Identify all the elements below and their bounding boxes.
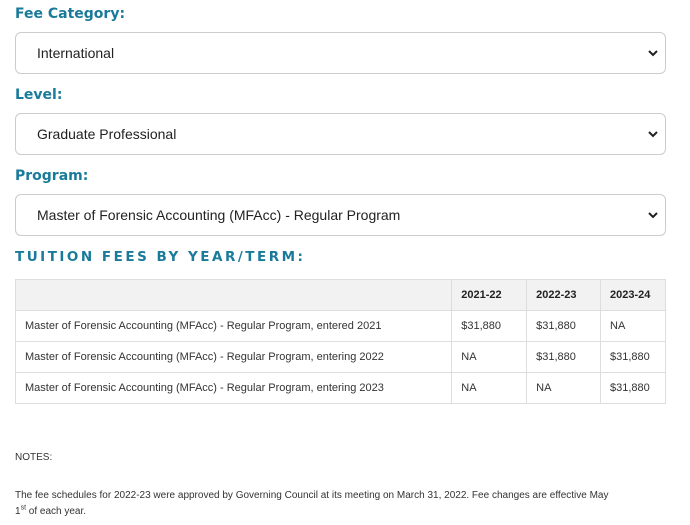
header-2023-24: 2023-24 <box>600 279 666 311</box>
header-program <box>14 279 453 311</box>
notes-heading: NOTES: <box>15 452 53 463</box>
level-value: Graduate Professional <box>37 126 177 142</box>
table-row: Master of Forensic Accounting (MFAcc) - … <box>14 310 666 342</box>
notes-text: The fee schedules for 2022-23 were appro… <box>15 488 655 520</box>
row-fee: NA <box>526 372 602 404</box>
tuition-fees-title: TUITION FEES BY YEAR/TERM: <box>15 249 306 265</box>
row-program: Master of Forensic Accounting (MFAcc) - … <box>14 310 453 342</box>
row-program: Master of Forensic Accounting (MFAcc) - … <box>14 341 453 373</box>
row-fee: $31,880 <box>451 310 528 342</box>
row-program: Master of Forensic Accounting (MFAcc) - … <box>14 372 453 404</box>
program-select[interactable]: Master of Forensic Accounting (MFAcc) - … <box>15 194 666 236</box>
program-value: Master of Forensic Accounting (MFAcc) - … <box>37 207 401 223</box>
header-2022-23: 2022-23 <box>526 279 602 311</box>
table-row: Master of Forensic Accounting (MFAcc) - … <box>14 341 666 373</box>
notes-text-main: The fee schedules for 2022-23 were appro… <box>15 490 609 501</box>
chevron-down-icon <box>648 50 658 57</box>
row-fee: NA <box>600 310 666 342</box>
row-fee: NA <box>451 372 528 404</box>
row-fee: $31,880 <box>600 372 666 404</box>
notes-text-end: of each year. <box>26 506 87 517</box>
program-label: Program: <box>15 168 89 184</box>
fee-form: Fee Category: International Level: Gradu… <box>14 0 666 404</box>
notes-text-day: 1 <box>15 506 21 517</box>
level-select[interactable]: Graduate Professional <box>15 113 666 155</box>
level-label: Level: <box>15 87 63 103</box>
fee-category-value: International <box>37 45 115 61</box>
header-2021-22: 2021-22 <box>451 279 528 311</box>
table-row: Master of Forensic Accounting (MFAcc) - … <box>14 372 666 404</box>
notes-text-sup: st <box>20 504 27 512</box>
row-fee: $31,880 <box>526 341 602 373</box>
chevron-down-icon <box>648 212 658 219</box>
table-header-row: 2021-22 2022-23 2023-24 <box>14 279 666 311</box>
row-fee: NA <box>451 341 528 373</box>
row-fee: $31,880 <box>526 310 602 342</box>
chevron-down-icon <box>648 131 658 138</box>
row-fee: $31,880 <box>600 341 666 373</box>
fee-category-select[interactable]: International <box>15 32 666 74</box>
tuition-fees-table: 2021-22 2022-23 2023-24 Master of Forens… <box>14 279 666 404</box>
fee-category-label: Fee Category: <box>15 6 126 22</box>
